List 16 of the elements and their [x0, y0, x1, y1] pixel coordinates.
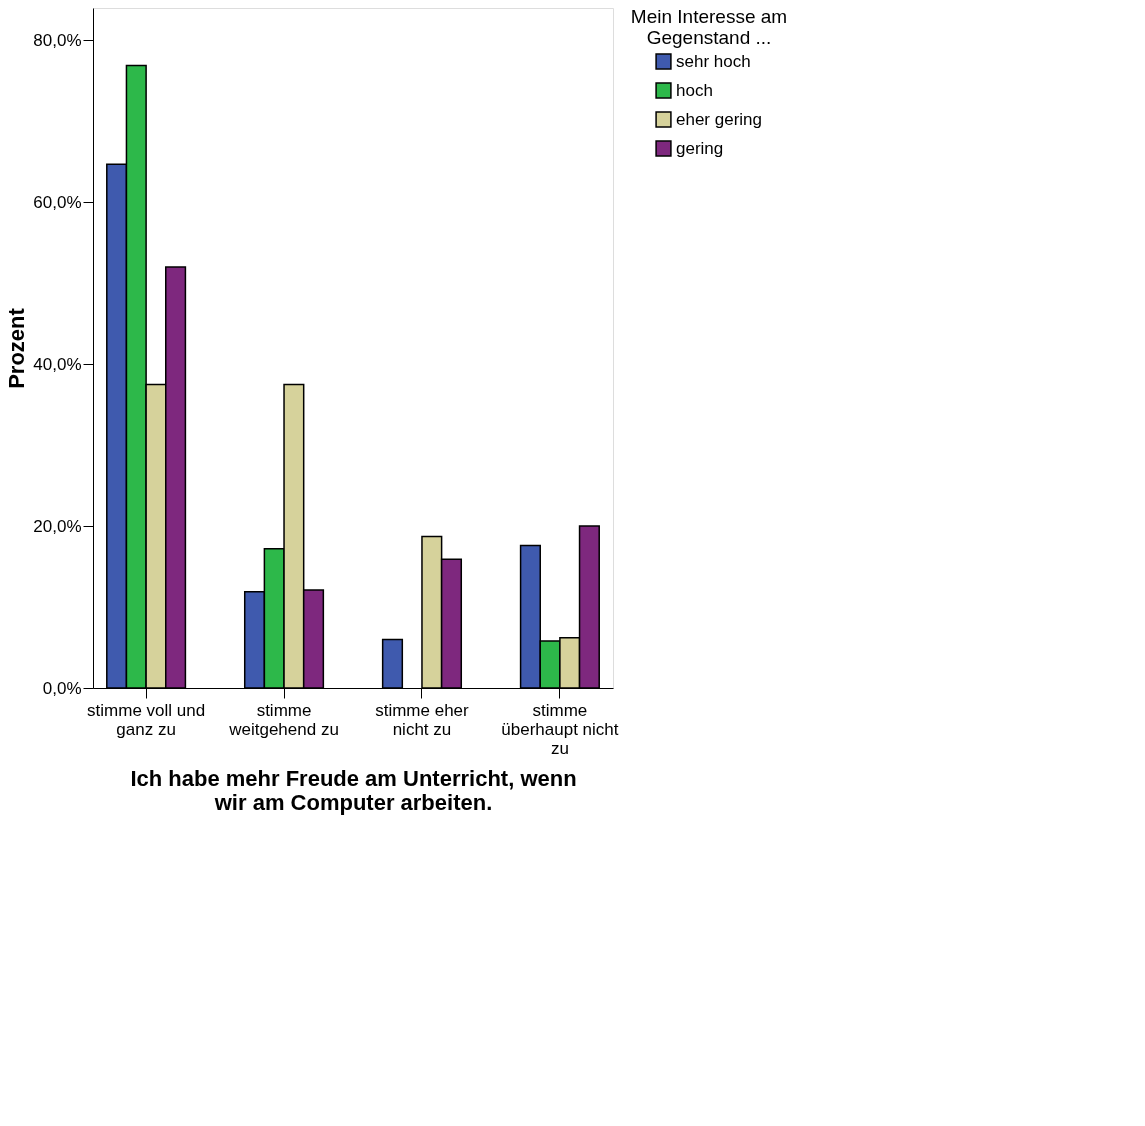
legend-label: hoch — [676, 80, 713, 100]
y-tick-label: 20,0% — [33, 516, 82, 536]
x-tick-label: stimme überhaupt nicht zu — [501, 700, 619, 758]
legend-label: gering — [676, 138, 724, 158]
y-tick-label: 60,0% — [33, 192, 82, 212]
x-tick-label: stimme eher nicht zu — [375, 700, 470, 739]
y-tick-label: 0,0% — [42, 678, 82, 698]
x-tick-label: stimme weitgehend zu — [228, 700, 339, 739]
x-axis-title: Ich habe mehr Freude am Unterricht, wenn wir am Computer arbeiten. — [130, 765, 577, 815]
legend-label: sehr hoch — [676, 51, 751, 71]
legend-title: Mein Interesse am Gegenstand ... — [630, 6, 788, 48]
legend-label: eher gering — [676, 109, 763, 129]
y-tick-label: 80,0% — [33, 30, 82, 50]
y-tick-label: 40,0% — [33, 354, 82, 374]
y-axis-title: Prozent — [4, 307, 30, 389]
x-tick-label: stimme voll und ganz zu — [87, 700, 206, 739]
